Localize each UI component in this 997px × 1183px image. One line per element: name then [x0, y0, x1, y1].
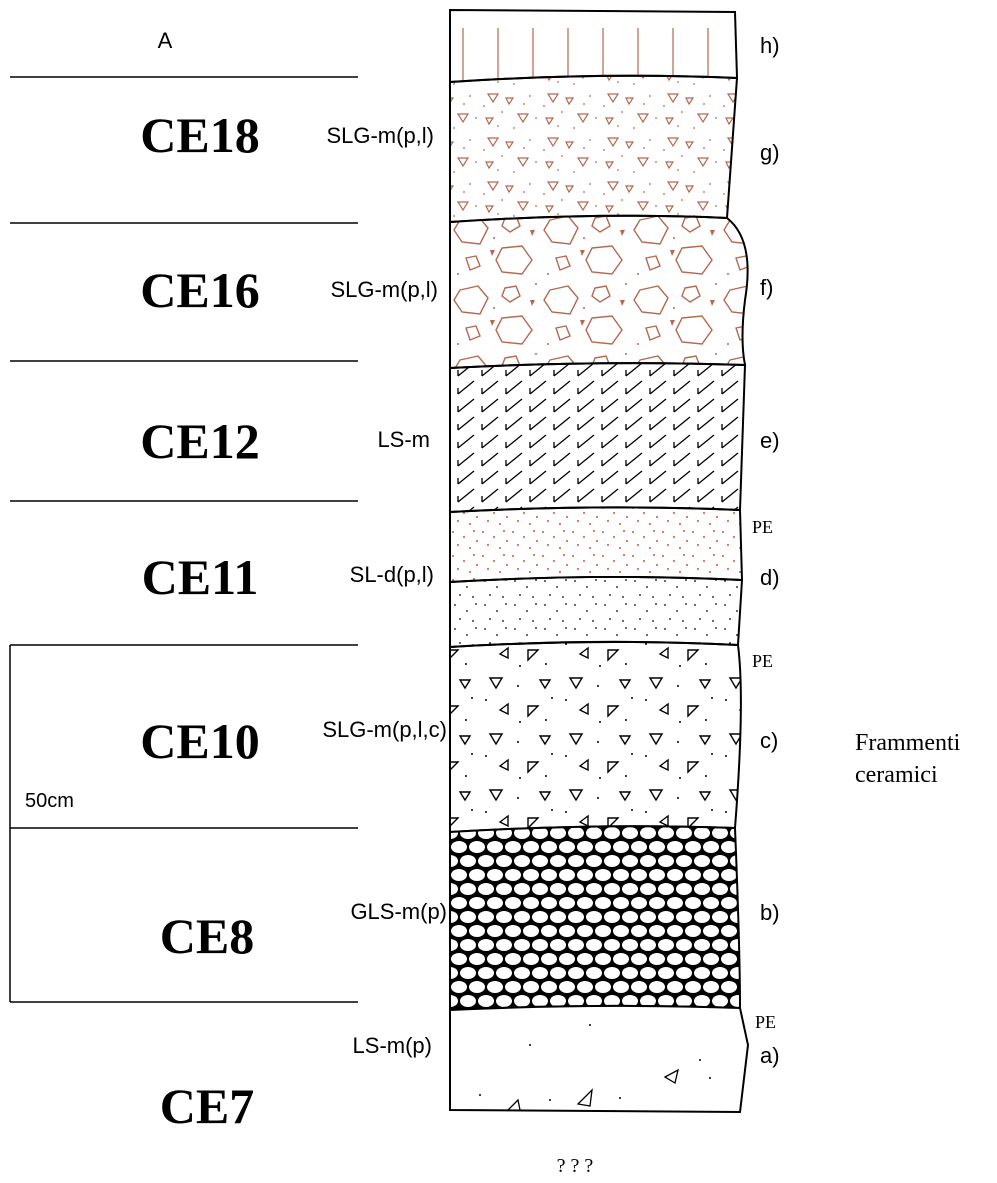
unit-code: SLG-m(p,l) [330, 277, 438, 302]
unit-dividers [9, 76, 358, 1003]
scale-label: 50cm [25, 790, 74, 812]
layer-label: b) [760, 900, 780, 925]
footer-marks: ? ? ? [557, 1155, 594, 1177]
unit-name: CE8 [160, 908, 254, 964]
unit-names: CE18 CE16 CE12 CE11 CE10 CE8 CE7 [140, 107, 259, 1134]
unit-name: CE18 [140, 107, 259, 163]
unit-code: SLG-m(p,l,c) [322, 717, 447, 742]
layer-labels: h) g) f) e) d) c) b) a) [760, 33, 780, 1068]
pe-marker: PE [752, 517, 773, 537]
unit-name: CE16 [140, 262, 259, 318]
column-title: A [158, 28, 173, 53]
unit-code: SLG-m(p,l) [326, 123, 434, 148]
layer-label: d) [760, 565, 780, 590]
note-line: Frammenti [855, 730, 961, 756]
unit-code: SL-d(p,l) [350, 562, 434, 587]
unit-name: CE7 [160, 1078, 254, 1134]
pe-marker: PE [752, 651, 773, 671]
unit-code: LS-m(p) [353, 1033, 432, 1058]
layer-label: g) [760, 140, 780, 165]
unit-name: CE12 [140, 413, 259, 469]
layer-label: e) [760, 428, 780, 453]
unit-name: CE10 [140, 713, 259, 769]
layer-label: f) [760, 275, 773, 300]
column-layers [449, 8, 750, 1114]
unit-name: CE11 [142, 549, 259, 605]
layer-label: a) [760, 1043, 780, 1068]
pe-marker: PE [755, 1012, 776, 1032]
layer-label: c) [760, 728, 778, 753]
unit-code: GLS-m(p) [350, 899, 447, 924]
unit-codes: SLG-m(p,l) SLG-m(p,l) LS-m SL-d(p,l) SLG… [322, 123, 447, 1058]
unit-code: LS-m [377, 427, 430, 452]
layer-label: h) [760, 33, 780, 58]
pe-markers: PE PE PE [752, 517, 776, 1032]
note-line: ceramici [855, 762, 938, 788]
